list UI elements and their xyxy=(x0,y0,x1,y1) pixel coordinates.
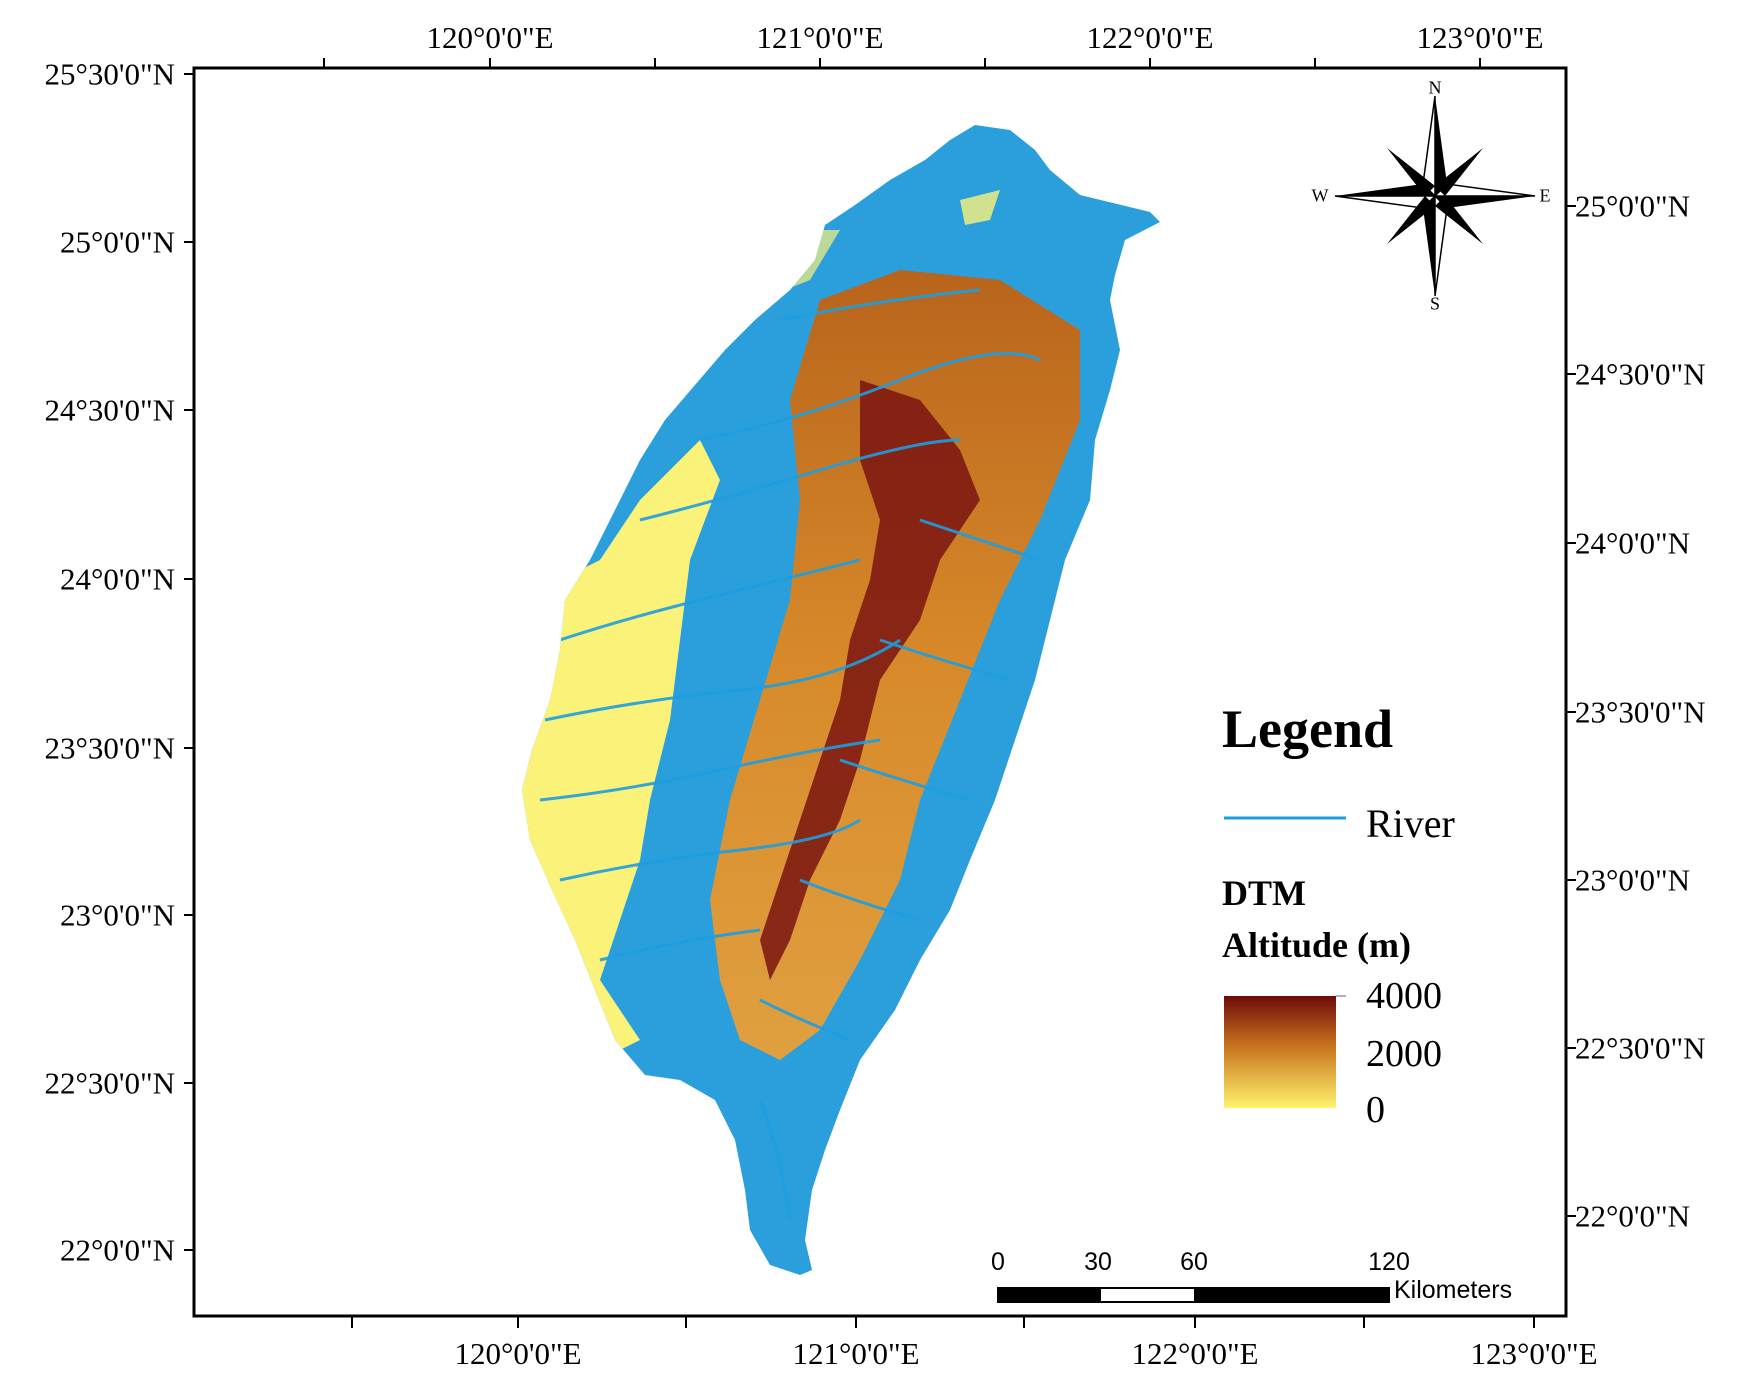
right-ticks xyxy=(1566,205,1576,1217)
compass-north-label: N xyxy=(1428,77,1442,98)
compass-west-label: W xyxy=(1311,185,1329,206)
top-lon-label: 121°0'0"E xyxy=(756,20,884,55)
compass-south-label: S xyxy=(1429,293,1441,314)
high-peaks xyxy=(760,380,980,980)
bottom-ticks xyxy=(351,1316,1535,1328)
right-lat-label: 24°0'0"N xyxy=(1575,525,1691,561)
scale-tick-label: 120 xyxy=(1368,1248,1410,1276)
right-lat-label: 23°0'0"N xyxy=(1575,862,1691,898)
legend-river-label: River xyxy=(1366,801,1455,846)
left-lat-label: 24°0'0"N xyxy=(59,561,175,597)
scale-tick-label: 30 xyxy=(1084,1248,1112,1276)
ramp-label-high: 4000 xyxy=(1366,975,1442,1017)
right-lat-label: 25°0'0"N xyxy=(1575,188,1691,224)
top-lon-label: 123°0'0"E xyxy=(1416,20,1544,55)
dtm-color-ramp xyxy=(1224,996,1336,1108)
right-lat-label: 24°30'0"N xyxy=(1575,356,1706,392)
top-lon-label: 120°0'0"E xyxy=(426,20,554,55)
top-ticks xyxy=(323,58,1481,68)
left-lat-label: 22°30'0"N xyxy=(44,1065,175,1101)
bottom-lon-label: 121°0'0"E xyxy=(792,1336,920,1371)
right-lat-label: 22°30'0"N xyxy=(1575,1030,1706,1066)
bottom-lon-label: 123°0'0"E xyxy=(1470,1336,1598,1371)
compass-rose xyxy=(1334,95,1536,297)
legend-title: Legend xyxy=(1222,699,1394,759)
scale-tick-label: 0 xyxy=(991,1248,1005,1276)
compass-east-label: E xyxy=(1539,185,1551,206)
legend-dtm-label: DTM xyxy=(1222,873,1306,913)
scale-bar xyxy=(997,1287,1390,1303)
legend-altitude-label: Altitude (m) xyxy=(1222,925,1411,965)
bottom-lon-label: 122°0'0"E xyxy=(1131,1336,1259,1371)
left-lat-label: 25°0'0"N xyxy=(59,224,175,260)
right-lat-label: 22°0'0"N xyxy=(1575,1198,1691,1234)
left-lat-label: 23°0'0"N xyxy=(59,897,175,933)
left-ticks xyxy=(184,73,194,1251)
ramp-label-low: 0 xyxy=(1366,1089,1385,1131)
bottom-lon-label: 120°0'0"E xyxy=(454,1336,582,1371)
left-lat-label: 23°30'0"N xyxy=(44,730,175,766)
scale-tick-label: 60 xyxy=(1180,1248,1208,1276)
right-lat-label: 23°30'0"N xyxy=(1575,694,1706,730)
scale-unit-label: Kilometers xyxy=(1394,1276,1513,1304)
ramp-label-mid: 2000 xyxy=(1366,1033,1442,1075)
top-lon-label: 122°0'0"E xyxy=(1086,20,1214,55)
left-lat-label: 24°30'0"N xyxy=(44,392,175,428)
left-lat-label: 25°30'0"N xyxy=(44,56,175,92)
left-lat-label: 22°0'0"N xyxy=(59,1232,175,1268)
